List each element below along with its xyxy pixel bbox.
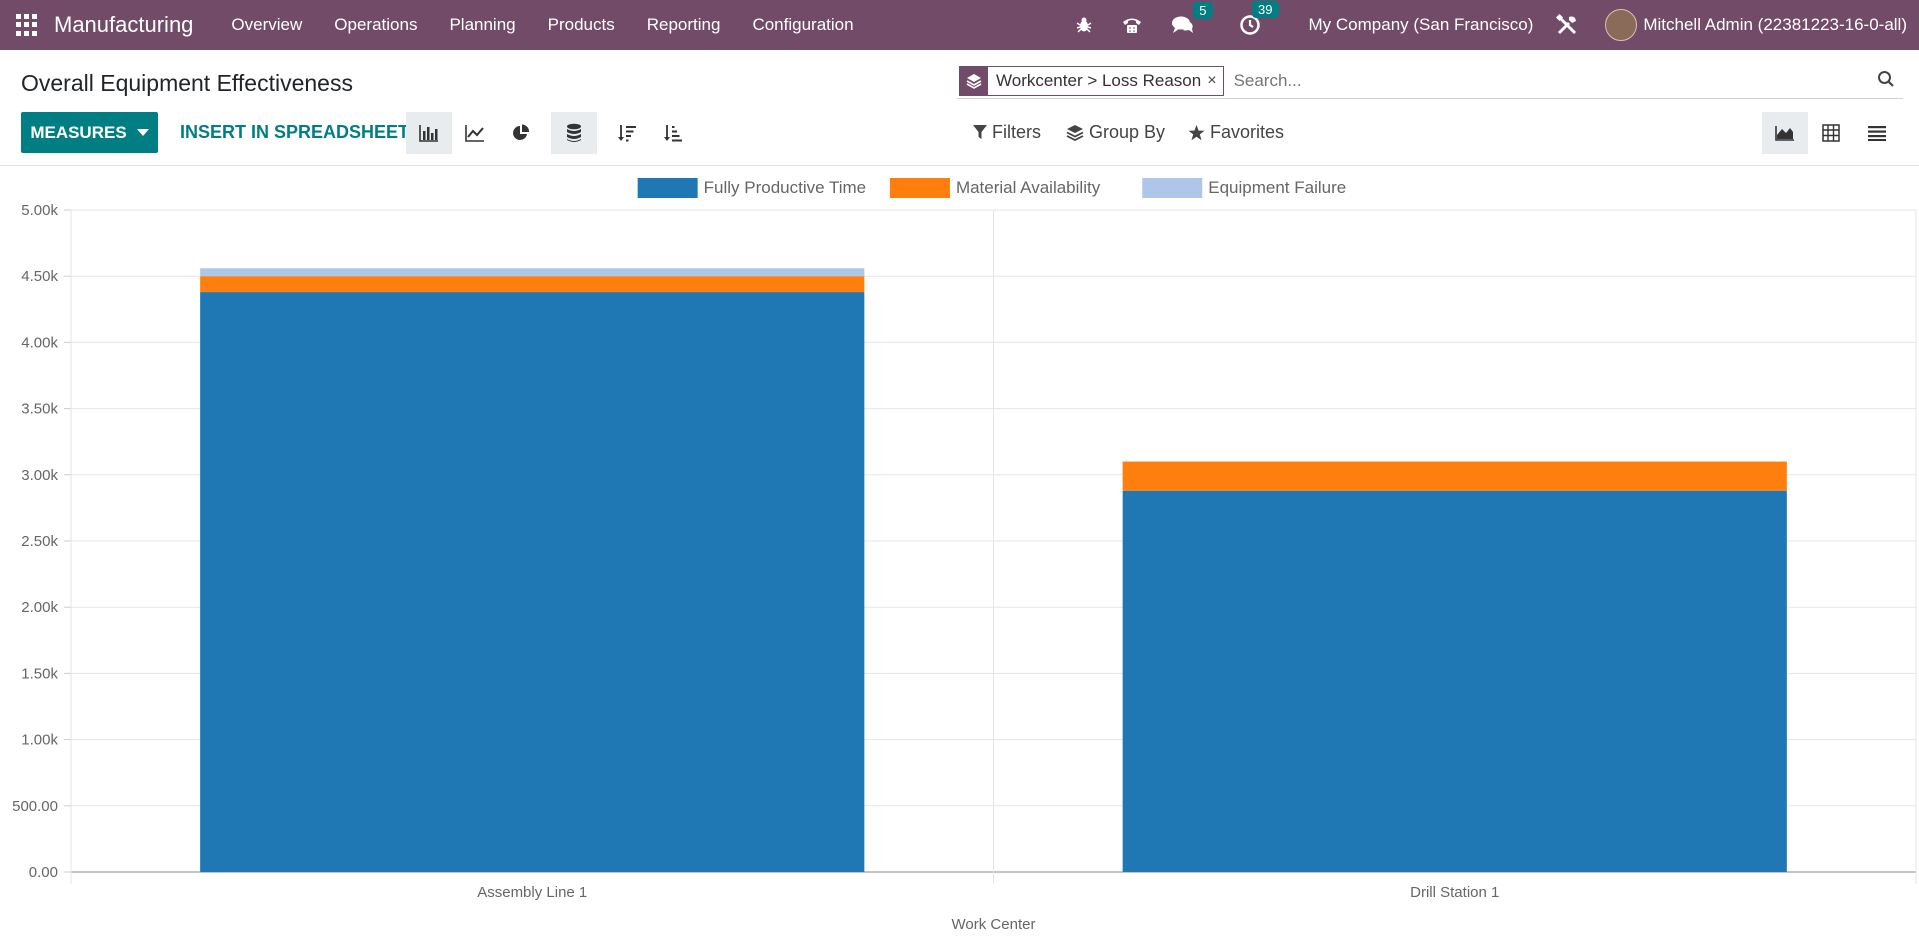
control-panel-divider	[0, 165, 1919, 166]
y-tick-label: 0.00	[29, 864, 58, 881]
top-navbar: Manufacturing Overview Operations Planni…	[0, 0, 1919, 50]
menu-reporting[interactable]: Reporting	[646, 15, 721, 34]
star-icon	[1188, 124, 1205, 140]
group-by-button[interactable]: Group By	[1066, 122, 1165, 143]
y-tick-label: 2.00k	[21, 599, 58, 616]
menu-products[interactable]: Products	[547, 15, 615, 34]
bar-1-series-1[interactable]	[1122, 461, 1787, 491]
chart-type-switcher	[406, 112, 544, 154]
y-tick-label: 2.50k	[21, 533, 58, 550]
bar-chart-icon[interactable]	[406, 112, 452, 154]
bar-0-series-1[interactable]	[200, 276, 865, 293]
menu-planning[interactable]: Planning	[449, 15, 516, 34]
bar-0-series-2[interactable]	[200, 268, 865, 277]
tools-icon[interactable]	[1555, 13, 1579, 37]
favorites-label: Favorites	[1210, 122, 1285, 142]
bar-1-series-0[interactable]	[1122, 490, 1787, 872]
measures-label: MEASURES	[30, 122, 127, 142]
voip-phone-icon[interactable]	[1121, 15, 1143, 35]
filters-button[interactable]: Filters	[973, 122, 1041, 143]
y-tick-label: 3.50k	[21, 401, 58, 418]
search-icon[interactable]	[1877, 70, 1895, 93]
y-tick-label: 4.50k	[21, 268, 58, 285]
pivot-view-icon[interactable]	[1808, 112, 1854, 154]
bar-0-series-0[interactable]	[200, 292, 865, 872]
measures-button[interactable]: MEASURES	[21, 112, 158, 153]
legend-swatch[interactable]	[1142, 178, 1203, 198]
y-tick-label: 5.00k	[21, 202, 58, 219]
y-tick-label: 500.00	[12, 798, 58, 815]
insert-in-spreadsheet-button[interactable]: INSERT IN SPREADSHEET	[180, 122, 410, 142]
legend-label[interactable]: Material Availability	[956, 178, 1101, 197]
view-switcher	[1762, 112, 1900, 154]
user-avatar[interactable]	[1605, 9, 1638, 41]
layers-icon	[960, 67, 988, 95]
y-tick-label: 3.00k	[21, 467, 58, 484]
favorites-button[interactable]: Favorites	[1188, 122, 1284, 143]
page-title: Overall Equipment Effectiveness	[21, 70, 353, 96]
user-menu[interactable]: Mitchell Admin (22381223-16-0-all)	[1643, 15, 1907, 34]
y-tick-label: 1.50k	[21, 665, 58, 682]
sort-descending-icon[interactable]	[604, 112, 650, 154]
x-tick-label: Drill Station 1	[1410, 884, 1499, 901]
menu-configuration[interactable]: Configuration	[752, 15, 854, 34]
x-axis-title: Work Center	[952, 916, 1036, 933]
bar-chart: 0.00 500.00 1.00k 1.50k 2.00k 2.50k 3.00k 3.50k…	[12, 178, 1917, 933]
search-facet-label: Workcenter > Loss Reason	[996, 71, 1202, 90]
apps-menu-icon[interactable]	[16, 14, 38, 36]
sort-ascending-icon[interactable]	[650, 112, 696, 154]
company-switcher[interactable]: My Company (San Francisco)	[1308, 15, 1534, 34]
search-facet-groupby[interactable]: Workcenter > Loss Reason ×	[959, 66, 1224, 96]
caret-down-icon	[136, 129, 149, 136]
search-input[interactable]	[1231, 70, 1877, 92]
facet-remove-icon[interactable]: ×	[1207, 72, 1217, 89]
stack-toggle-group	[551, 112, 597, 154]
group-by-label: Group By	[1089, 122, 1166, 142]
messages-icon[interactable]: 5	[1171, 2, 1213, 35]
activities-badge: 39	[1252, 1, 1279, 18]
line-chart-icon[interactable]	[452, 112, 498, 154]
search-bar: Workcenter > Loss Reason ×	[957, 64, 1903, 99]
menu-overview[interactable]: Overview	[231, 15, 303, 34]
legend-label[interactable]: Fully Productive Time	[704, 178, 867, 197]
debug-icon[interactable]	[1075, 16, 1093, 34]
menu-operations[interactable]: Operations	[334, 15, 418, 34]
layers-icon	[1066, 125, 1084, 141]
activities-clock-icon[interactable]: 39	[1239, 1, 1279, 36]
app-name[interactable]: Manufacturing	[54, 12, 194, 37]
filter-icon	[973, 125, 987, 139]
x-tick-label: Assembly Line 1	[477, 884, 587, 901]
y-tick-label: 1.00k	[21, 732, 58, 749]
graph-view-icon[interactable]	[1762, 112, 1808, 154]
y-tick-label: 4.00k	[21, 334, 58, 351]
stacked-database-icon[interactable]	[551, 112, 597, 154]
list-view-icon[interactable]	[1854, 112, 1900, 154]
filters-label: Filters	[992, 122, 1041, 142]
legend-swatch[interactable]	[637, 178, 698, 198]
legend-label[interactable]: Equipment Failure	[1208, 178, 1346, 197]
messages-badge: 5	[1193, 2, 1213, 19]
pie-chart-icon[interactable]	[498, 112, 544, 154]
sort-group	[604, 112, 696, 154]
legend-swatch[interactable]	[889, 178, 950, 198]
